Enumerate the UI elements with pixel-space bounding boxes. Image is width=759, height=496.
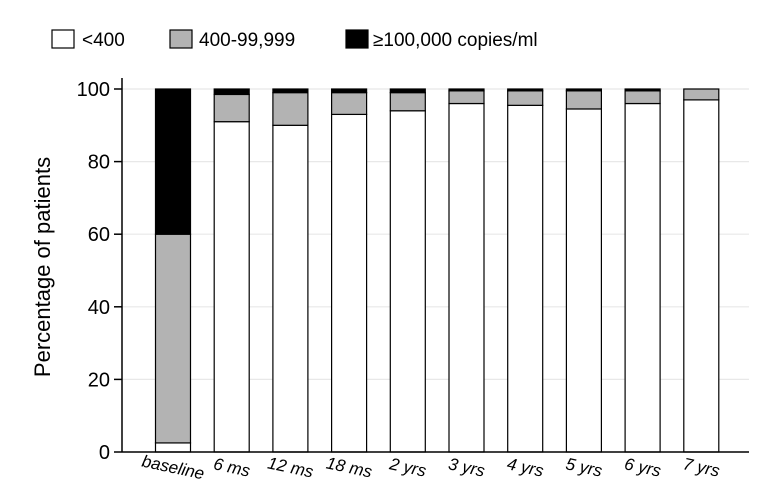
bar-18-ms-series-1: [331, 92, 368, 116]
bar-4-yrs-series-2: [507, 88, 544, 92]
legend-label-0: <400: [82, 30, 125, 51]
x-tick-label-7-yrs: 7 yrs: [681, 454, 721, 480]
bar-2-yrs-series-2: [389, 88, 426, 94]
x-tick-label-12-ms: 12 ms: [266, 453, 316, 481]
bar-7-yrs-series-1: [683, 88, 720, 101]
y-tick-label-100: 100: [77, 79, 110, 101]
bar-4-yrs-series-0: [507, 104, 544, 453]
legend-swatch-1: [169, 29, 193, 49]
bar-12-ms-series-2: [272, 88, 309, 94]
x-tick-label-3-yrs: 3 yrs: [447, 454, 487, 480]
bar-baseline-series-2: [154, 88, 192, 235]
bar-6-ms-series-2: [213, 88, 250, 96]
bar-7-yrs-series-0: [683, 99, 720, 453]
bar-6-yrs-series-2: [624, 88, 661, 92]
x-tick-label-6-ms: 6 ms: [212, 454, 252, 480]
bar-baseline-series-0: [154, 442, 192, 453]
x-tick-label-6-yrs: 6 yrs: [623, 454, 663, 480]
bar-6-ms-series-0: [213, 121, 250, 453]
bar-12-ms-series-1: [272, 92, 309, 126]
axes: [121, 78, 749, 453]
y-ticks: 0 20 40 60 80 100: [77, 79, 122, 464]
bar-5-yrs-series-1: [565, 90, 603, 110]
legend: <400 400-99,999 ≥100,000 copies/ml: [51, 29, 538, 51]
y-axis-title: Percentage of patients: [30, 157, 55, 377]
legend-label-1: 400-99,999: [199, 30, 295, 51]
x-tick-label-baseline: baseline: [140, 452, 206, 484]
bar-2-yrs-series-1: [389, 92, 426, 112]
y-tick-label-20: 20: [88, 369, 110, 391]
x-tick-label-2-yrs: 2 yrs: [387, 454, 428, 481]
bar-6-yrs-series-1: [624, 90, 661, 105]
bar-18-ms-series-0: [331, 113, 368, 453]
y-tick-label-40: 40: [88, 297, 110, 319]
bar-baseline-series-1: [154, 233, 192, 444]
bars: [154, 88, 720, 453]
y-tick-label-60: 60: [88, 224, 110, 246]
bar-5-yrs-series-2: [565, 88, 603, 92]
bar-6-ms-series-1: [213, 93, 250, 123]
bar-3-yrs-series-1: [448, 90, 485, 105]
bar-3-yrs-series-2: [448, 88, 485, 92]
bar-2-yrs-series-0: [389, 110, 426, 453]
y-tick-label-80: 80: [88, 152, 110, 174]
x-tick-label-5-yrs: 5 yrs: [564, 454, 604, 480]
bar-4-yrs-series-1: [507, 90, 544, 106]
bar-6-yrs-series-0: [624, 102, 661, 453]
bar-3-yrs-series-0: [448, 102, 485, 453]
bar-12-ms-series-0: [272, 124, 309, 453]
bar-18-ms-series-2: [331, 88, 368, 94]
bar-5-yrs-series-0: [565, 108, 603, 453]
legend-label-2: ≥100,000 copies/ml: [373, 30, 538, 51]
x-tick-labels: baseline 6 ms 12 ms 18 ms 2 yrs 3 yrs 4 yrs 5 y…: [140, 452, 722, 484]
legend-swatch-0: [51, 29, 75, 49]
x-tick-label-18-ms: 18 ms: [325, 453, 375, 481]
legend-swatch-2: [345, 29, 369, 49]
x-tick-label-4-yrs: 4 yrs: [505, 454, 545, 480]
y-tick-label-0: 0: [99, 442, 110, 464]
